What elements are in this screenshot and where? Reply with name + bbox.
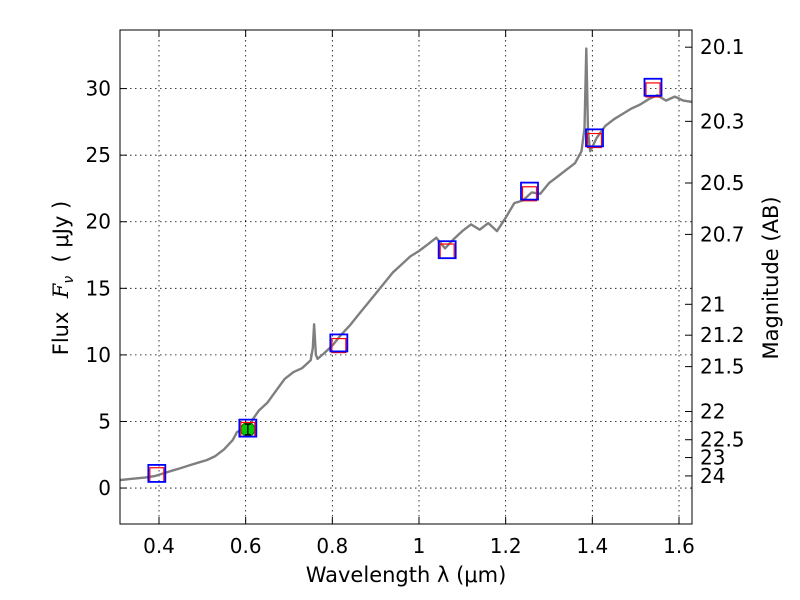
x-tick-label: 1 — [413, 534, 426, 558]
y-tick-label: 0 — [98, 476, 111, 500]
right-tick-label: 24 — [700, 464, 725, 488]
right-tick-label: 20.5 — [700, 171, 745, 195]
model-photometry-square — [331, 337, 347, 354]
y-tick-label: 30 — [86, 77, 111, 101]
right-tick-label: 21.2 — [700, 323, 745, 347]
grid — [120, 30, 692, 524]
x-tick-label: 1.2 — [490, 534, 522, 558]
y-tick-label: 20 — [86, 210, 111, 234]
y-tick-label: 10 — [86, 343, 111, 367]
y-tick-label: 25 — [86, 143, 111, 167]
right-tick-label: 20.3 — [700, 109, 745, 133]
observed-photometry-square — [437, 240, 457, 260]
y-axis-label: Flux Fν ( μJy ) — [49, 201, 77, 356]
x-tick-label: 0.8 — [316, 534, 348, 558]
right-tick-label: 22 — [700, 399, 725, 423]
observed-photometry-square — [520, 181, 539, 201]
right-tick-label: 22.5 — [700, 428, 745, 452]
x-tick-label: 1.4 — [576, 534, 608, 558]
observed-photometry-square — [238, 418, 258, 438]
right-tick-label: 23 — [700, 446, 725, 470]
plot-area — [119, 47, 693, 482]
model-photometry-square — [645, 82, 661, 98]
right-tick-label: 21 — [700, 292, 725, 316]
x-tick-label: 1.6 — [663, 534, 695, 558]
right-tick-label: 21.5 — [700, 355, 745, 379]
model-photometry-square — [586, 132, 603, 149]
y-tick-label: 15 — [86, 276, 111, 300]
x-tick-label: 0.6 — [230, 534, 262, 558]
observed-photometry-square — [329, 333, 349, 353]
spectrum-line — [119, 47, 693, 482]
right-tick-label: 20.1 — [700, 35, 745, 59]
x-axis-label: Wavelength λ (μm) — [306, 563, 507, 587]
y-axis-right-label: Magnitude (AB) — [759, 196, 783, 359]
markers — [147, 77, 663, 483]
model-photometry-square — [521, 186, 538, 202]
observed-photometry-square — [147, 464, 167, 483]
right-tick-label: 20.7 — [700, 222, 745, 246]
y-tick-label: 5 — [98, 409, 111, 433]
ticks: 0.4 0.6 0.8 1 1.2 1.4 1.6 0 5 10 15 20 25 30 20.1 20.3 2… — [86, 30, 745, 558]
observed-photometry-square — [585, 128, 604, 148]
axes-frame — [119, 29, 693, 525]
observed-photometry-square — [643, 77, 663, 97]
x-tick-label: 0.4 — [143, 534, 175, 558]
